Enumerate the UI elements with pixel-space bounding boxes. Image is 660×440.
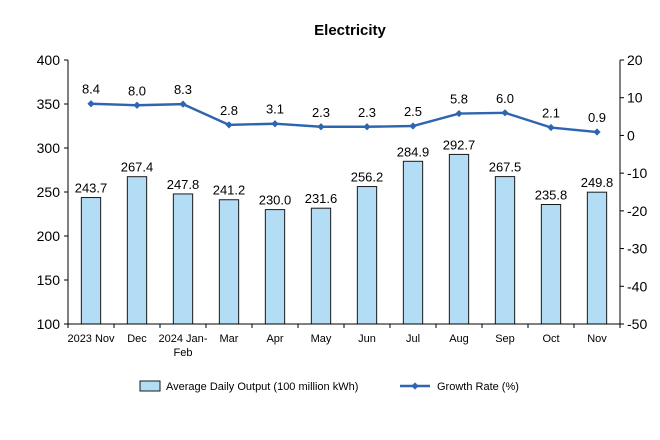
growth-label-12: 0.9: [588, 110, 606, 125]
growth-point-9: [455, 109, 463, 118]
right-tick-label-1: -50: [627, 316, 647, 332]
growth-label-6: 2.3: [312, 105, 330, 120]
x-tick-label-line: Sep: [495, 333, 515, 345]
growth-point-8: [409, 122, 417, 130]
bar-1: [80, 197, 102, 325]
bar-9: [448, 153, 470, 325]
growth-label-5: 3.1: [266, 102, 284, 117]
right-tick-label-3: -30: [627, 241, 647, 257]
bar-label-3: 247.8: [167, 177, 200, 192]
bar-label-4: 241.2: [213, 183, 246, 198]
growth-point-11: [547, 123, 555, 132]
legend-bar-swatch: [139, 380, 161, 392]
x-tick-label-line: Apr: [266, 333, 283, 345]
bar-label-6: 231.6: [305, 191, 338, 206]
bar-7: [356, 186, 378, 325]
right-tick-label-6: 0: [627, 127, 635, 143]
left-tick-label-7: 400: [37, 52, 61, 68]
x-tick-label-7: Jun: [358, 333, 376, 345]
legend-line-label: Growth Rate (%): [437, 381, 519, 393]
growth-label-3: 8.3: [174, 82, 192, 97]
right-tick-label-8: 20: [627, 52, 643, 68]
left-tick-label-4: 250: [37, 184, 61, 200]
x-tick-label-1: 2023 Nov: [67, 333, 115, 345]
bar-label-11: 235.8: [535, 187, 568, 202]
growth-point-5: [271, 120, 279, 128]
x-tick-label-line: Nov: [587, 333, 607, 345]
growth-point-10: [501, 109, 509, 117]
x-tick-label-line: 2023 Nov: [67, 333, 115, 345]
growth-rate-line: [90, 102, 598, 134]
bar-4: [218, 199, 240, 325]
left-tick-label-5: 300: [37, 140, 61, 156]
bar-10: [494, 176, 516, 325]
x-tick-label-line: Aug: [449, 333, 469, 345]
growth-point-1: [87, 100, 95, 108]
x-tick-label-4: Mar: [220, 333, 239, 345]
x-tick-label-8: Jul: [406, 333, 420, 345]
left-tick-label-6: 350: [37, 96, 61, 112]
bar-label-1: 243.7: [75, 181, 108, 196]
x-tick-label-line: 2024 Jan-: [159, 333, 208, 345]
bar-6: [310, 207, 332, 325]
left-tick-label-1: 100: [37, 316, 61, 332]
growth-label-1: 8.4: [82, 82, 100, 97]
bar-label-9: 292.7: [443, 137, 476, 152]
legend-bar-label: Average Daily Output (100 million kWh): [166, 381, 358, 393]
right-tick-label-7: 10: [627, 90, 643, 106]
x-tick-label-6: May: [311, 333, 332, 345]
growth-point-12: [593, 128, 601, 136]
bar-8: [402, 160, 424, 325]
growth-label-10: 6.0: [496, 91, 514, 106]
bar-label-12: 249.8: [581, 175, 614, 190]
x-tick-label-line: Jun: [358, 333, 376, 345]
growth-point-7: [363, 123, 371, 131]
x-tick-label-line: Mar: [220, 333, 239, 345]
growth-point-4: [225, 121, 233, 129]
bar-label-5: 230.0: [259, 193, 292, 208]
bar-label-10: 267.5: [489, 160, 522, 175]
growth-point-3: [179, 100, 187, 108]
x-tick-label-line: Feb: [174, 347, 193, 359]
left-tick-label-2: 150: [37, 272, 61, 288]
x-tick-label-12: Nov: [587, 333, 607, 345]
x-tick-label-3: 2024 Jan- Feb: [159, 333, 208, 359]
growth-label-2: 8.0: [128, 83, 146, 98]
x-tick-label-10: Sep: [495, 333, 515, 345]
x-tick-label-line: Jul: [406, 333, 420, 345]
x-tick-label-2: Dec: [127, 333, 147, 345]
growth-point-2: [133, 101, 141, 109]
bar-12: [586, 191, 608, 325]
bar-label-2: 267.4: [121, 160, 154, 175]
bar-label-8: 284.9: [397, 144, 430, 159]
bar-5: [264, 209, 286, 325]
growth-label-4: 2.8: [220, 103, 238, 118]
growth-label-7: 2.3: [358, 105, 376, 120]
x-tick-label-line: May: [311, 333, 332, 345]
left-tick-label-3: 200: [37, 228, 61, 244]
x-tick-label-11: Oct: [542, 333, 559, 345]
x-tick-label-line: Oct: [542, 333, 559, 345]
bar-11: [540, 204, 562, 325]
bar-2: [126, 176, 148, 325]
growth-label-9: 5.8: [450, 92, 468, 107]
bar-label-7: 256.2: [351, 170, 384, 185]
chart-title: Electricity: [314, 22, 386, 39]
right-tick-label-5: -10: [627, 165, 647, 181]
x-tick-label-9: Aug: [449, 333, 469, 345]
bar-3: [172, 193, 194, 325]
legend-line-marker: [411, 382, 419, 390]
growth-label-11: 2.1: [542, 106, 560, 121]
x-tick-label-line: Dec: [127, 333, 147, 345]
right-tick-label-4: -20: [627, 203, 647, 219]
x-tick-label-5: Apr: [266, 333, 283, 345]
growth-point-6: [317, 123, 325, 131]
right-tick-label-2: -40: [627, 278, 647, 294]
growth-label-8: 2.5: [404, 104, 422, 119]
